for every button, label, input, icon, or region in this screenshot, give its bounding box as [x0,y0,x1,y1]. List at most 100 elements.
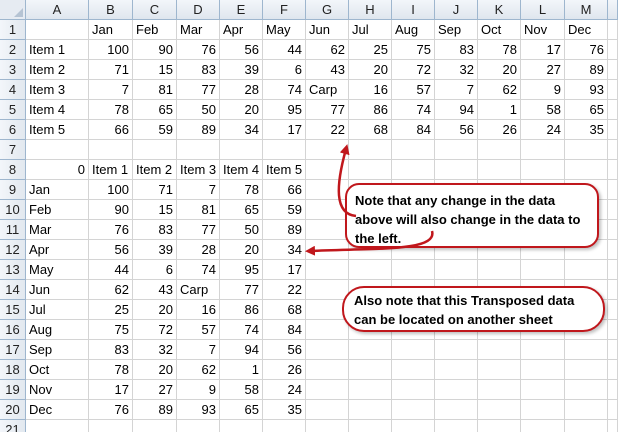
cell-A17[interactable]: Sep [26,340,89,360]
cell-H5[interactable]: 86 [349,100,392,120]
cell-empty[interactable] [478,240,521,260]
cell-empty[interactable] [521,160,565,180]
column-header-K[interactable]: K [478,0,521,20]
cell-empty[interactable] [478,340,521,360]
cell-D5[interactable]: 50 [177,100,220,120]
cell-F5[interactable]: 95 [263,100,306,120]
column-header-H[interactable]: H [349,0,392,20]
cell-E1[interactable]: Apr [220,20,263,40]
cell-A11[interactable]: Mar [26,220,89,240]
cell-D1[interactable]: Mar [177,20,220,40]
cell-A3[interactable]: Item 2 [26,60,89,80]
cell-B19[interactable]: 17 [89,380,133,400]
cell-empty[interactable] [435,260,478,280]
cell-L2[interactable]: 17 [521,40,565,60]
cell-F8[interactable]: Item 5 [263,160,306,180]
cell-J4[interactable]: 7 [435,80,478,100]
cell-empty[interactable] [521,340,565,360]
cell-C17[interactable]: 32 [133,340,177,360]
cell-B6[interactable]: 66 [89,120,133,140]
cell-E6[interactable]: 34 [220,120,263,140]
cell-L3[interactable]: 27 [521,60,565,80]
cell-H3[interactable]: 20 [349,60,392,80]
cell-empty[interactable] [478,140,521,160]
cell-D19[interactable]: 9 [177,380,220,400]
cell-empty[interactable] [392,400,435,420]
cell-C4[interactable]: 81 [133,80,177,100]
row-header-10[interactable]: 10 [0,200,26,220]
cell-empty[interactable] [89,140,133,160]
cell-C19[interactable]: 27 [133,380,177,400]
cell-C8[interactable]: Item 2 [133,160,177,180]
cell-I2[interactable]: 75 [392,40,435,60]
cell-empty[interactable] [478,420,521,432]
cell-J3[interactable]: 32 [435,60,478,80]
cell-E2[interactable]: 56 [220,40,263,60]
cell-empty[interactable] [608,160,618,180]
cell-empty[interactable] [521,140,565,160]
cell-D12[interactable]: 28 [177,240,220,260]
row-header-17[interactable]: 17 [0,340,26,360]
cell-empty[interactable] [177,420,220,432]
cell-empty[interactable] [608,420,618,432]
cell-empty[interactable] [608,380,618,400]
cell-A9[interactable]: Jan [26,180,89,200]
cell-empty[interactable] [608,20,618,40]
cell-J2[interactable]: 83 [435,40,478,60]
column-header-F[interactable]: F [263,0,306,20]
cell-empty[interactable] [263,420,306,432]
cell-empty[interactable] [26,20,89,40]
cell-H4[interactable]: 16 [349,80,392,100]
cell-E19[interactable]: 58 [220,380,263,400]
cell-A16[interactable]: Aug [26,320,89,340]
cell-C9[interactable]: 71 [133,180,177,200]
cell-empty[interactable] [349,140,392,160]
cell-empty[interactable] [392,360,435,380]
cell-empty[interactable] [349,340,392,360]
cell-A12[interactable]: Apr [26,240,89,260]
cell-B3[interactable]: 71 [89,60,133,80]
cell-empty[interactable] [565,320,608,340]
row-header-8[interactable]: 8 [0,160,26,180]
row-header-11[interactable]: 11 [0,220,26,240]
cell-B12[interactable]: 56 [89,240,133,260]
column-header-L[interactable]: L [521,0,565,20]
cell-empty[interactable] [435,340,478,360]
cell-empty[interactable] [392,340,435,360]
cell-B5[interactable]: 78 [89,100,133,120]
cell-empty[interactable] [478,400,521,420]
cell-empty[interactable] [608,260,618,280]
cell-B10[interactable]: 90 [89,200,133,220]
cell-G3[interactable]: 43 [306,60,349,80]
cell-J5[interactable]: 94 [435,100,478,120]
cell-empty[interactable] [608,180,618,200]
cell-B18[interactable]: 78 [89,360,133,380]
cell-B2[interactable]: 100 [89,40,133,60]
cell-B16[interactable]: 75 [89,320,133,340]
cell-empty[interactable] [306,140,349,160]
cell-empty[interactable] [478,360,521,380]
cell-empty[interactable] [133,420,177,432]
row-header-18[interactable]: 18 [0,360,26,380]
cell-G1[interactable]: Jun [306,20,349,40]
cell-empty[interactable] [349,360,392,380]
cell-C1[interactable]: Feb [133,20,177,40]
cell-empty[interactable] [306,240,349,260]
cell-C5[interactable]: 65 [133,100,177,120]
row-header-20[interactable]: 20 [0,400,26,420]
cell-A14[interactable]: Jun [26,280,89,300]
cell-L6[interactable]: 24 [521,120,565,140]
cell-empty[interactable] [306,160,349,180]
cell-empty[interactable] [435,360,478,380]
cell-E13[interactable]: 95 [220,260,263,280]
column-header-E[interactable]: E [220,0,263,20]
cell-empty[interactable] [608,140,618,160]
column-header-M[interactable]: M [565,0,608,20]
cell-empty[interactable] [306,400,349,420]
cell-C14[interactable]: 43 [133,280,177,300]
row-header-1[interactable]: 1 [0,20,26,40]
cell-M3[interactable]: 89 [565,60,608,80]
cell-I4[interactable]: 57 [392,80,435,100]
cell-D2[interactable]: 76 [177,40,220,60]
cell-E3[interactable]: 39 [220,60,263,80]
